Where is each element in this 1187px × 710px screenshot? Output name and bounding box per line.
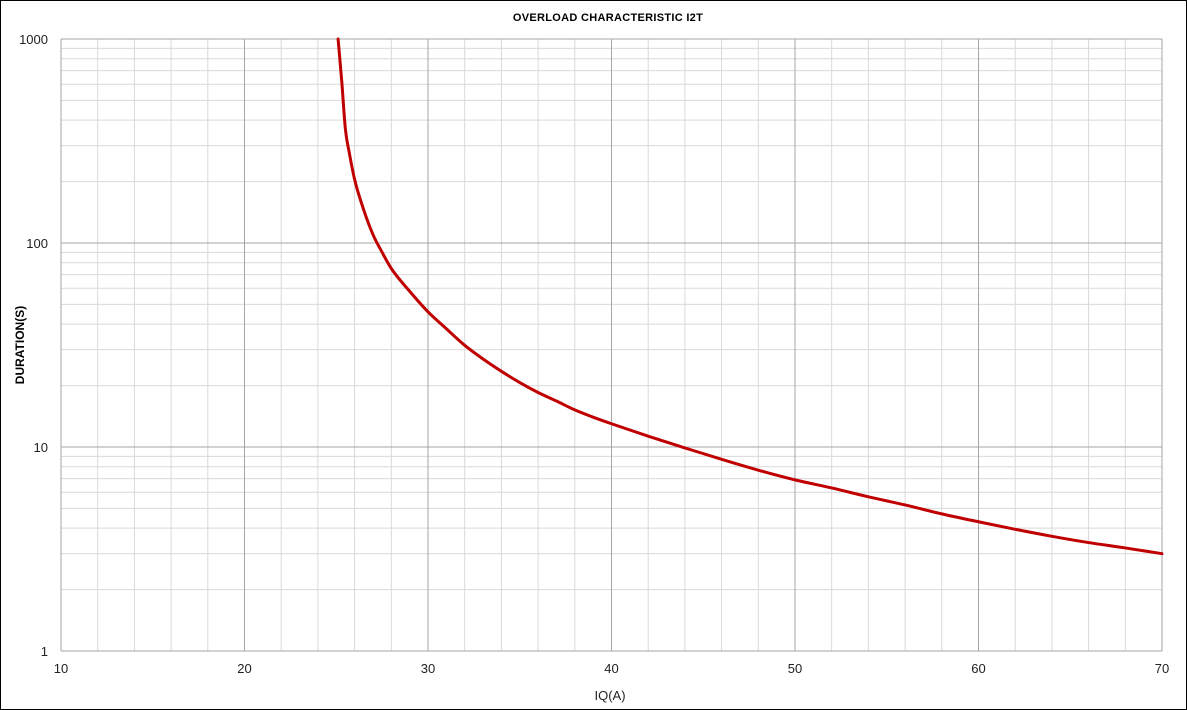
series-layer [336, 37, 1164, 556]
y-tick-label: 10 [34, 440, 48, 455]
x-tick-label: 20 [237, 661, 251, 676]
x-tick-label: 60 [971, 661, 985, 676]
x-tick-label: 40 [604, 661, 618, 676]
y-tick-label: 100 [26, 236, 48, 251]
y-tick-label: 1000 [19, 32, 48, 47]
x-tick-label: 30 [421, 661, 435, 676]
tick-layer: 10 20 30 40 50 60 70 1 10 100 1000 [19, 32, 1169, 676]
series-line [336, 37, 1164, 556]
y-axis-label: DURATION(S) [13, 306, 27, 384]
chart-title: OVERLOAD CHARACTERISTIC I2T [513, 12, 703, 24]
x-tick-label: 10 [54, 661, 68, 676]
x-axis-label: IQ(A) [594, 688, 625, 703]
x-tick-label: 50 [788, 661, 802, 676]
x-tick-label: 70 [1155, 661, 1169, 676]
y-tick-label: 1 [41, 644, 48, 659]
grid-layer [60, 38, 1163, 652]
